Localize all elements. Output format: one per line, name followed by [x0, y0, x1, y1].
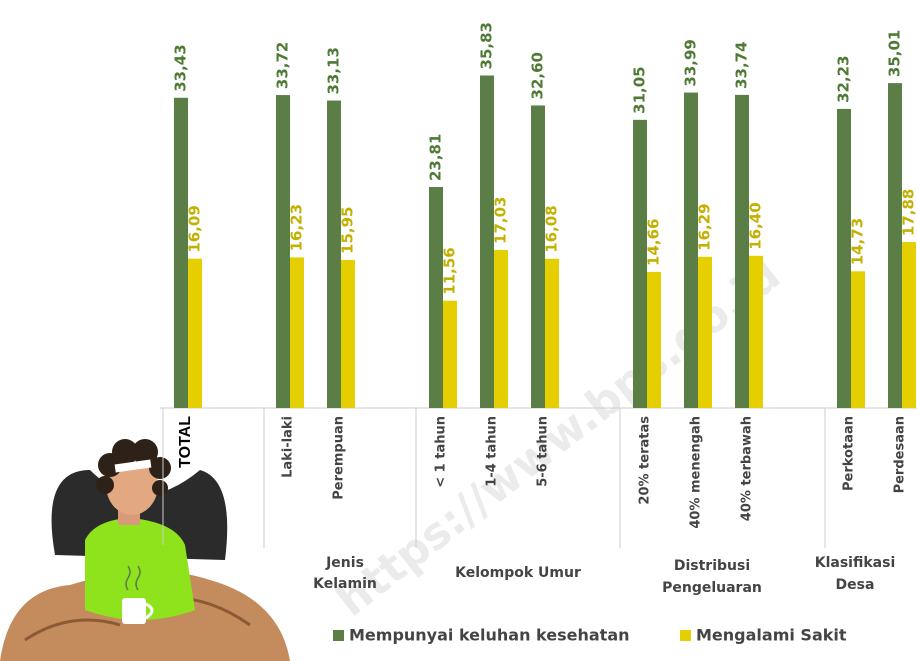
bar: [735, 95, 749, 408]
value-label: 33,74: [733, 41, 751, 88]
bar: [429, 187, 443, 408]
bar: [494, 250, 508, 408]
bar: [188, 259, 202, 408]
bar: [749, 256, 763, 408]
bar: [545, 259, 559, 408]
bar: [531, 105, 545, 408]
group-label: Pengeluaran: [662, 580, 762, 596]
value-label: 35,01: [886, 30, 904, 77]
bar: [290, 257, 304, 408]
x-tick-label: Perkotaan: [842, 416, 857, 491]
group-label: Kelompok Umur: [455, 565, 581, 581]
bar: [698, 257, 712, 408]
group-label: Desa: [836, 577, 875, 593]
value-label: 16,40: [747, 202, 765, 249]
x-tick-label: 20% teratas: [638, 416, 653, 505]
group-label: Klasifikasi: [815, 555, 896, 571]
x-tick-label: Laki-laki: [281, 416, 296, 478]
value-label: 33,43: [172, 44, 190, 91]
x-tick-label: 40% terbawah: [740, 416, 755, 521]
value-label: 16,23: [288, 204, 306, 251]
value-label: 15,95: [339, 207, 357, 254]
group-label: Jenis: [325, 555, 364, 571]
value-label: 11,56: [441, 247, 459, 294]
value-label: 16,29: [696, 203, 714, 250]
x-tick-label: Perempuan: [332, 416, 347, 500]
value-label: 33,72: [274, 42, 292, 89]
x-tick-label: TOTAL: [177, 416, 194, 468]
x-tick-label: 5-6 tahun: [536, 416, 551, 487]
value-label: 17,03: [492, 197, 510, 244]
value-label: 33,99: [682, 39, 700, 86]
bar: [341, 260, 355, 408]
value-label: 16,08: [543, 205, 561, 252]
x-tick-label: < 1 tahun: [434, 416, 449, 488]
legend-swatch: [333, 630, 344, 641]
value-label: 32,23: [835, 55, 853, 102]
group-label: Distribusi: [674, 558, 750, 574]
bar: [851, 271, 865, 408]
value-label: 14,66: [645, 219, 663, 266]
value-label: 14,73: [849, 218, 867, 265]
legend-label: Mempunyai keluhan kesehatan: [349, 626, 630, 645]
bar: [443, 301, 457, 408]
legend-label: Mengalami Sakit: [696, 626, 847, 645]
value-label: 16,09: [186, 205, 204, 252]
bar: [902, 242, 916, 408]
legend-swatch: [680, 630, 691, 641]
value-label: 31,05: [631, 66, 649, 113]
value-label: 32,60: [529, 52, 547, 99]
x-tick-label: 40% menengah: [689, 416, 704, 529]
bar: [647, 272, 661, 408]
illustration: [0, 439, 290, 661]
chart: https://www.bps.go.id 33,4333,7233,1323,…: [0, 0, 917, 661]
x-tick-label: 1-4 tahun: [485, 416, 500, 487]
x-tick-label: Perdesaan: [893, 416, 908, 493]
page: {"chart_data": {"type": "bar", "categori…: [0, 0, 917, 661]
value-label: 33,13: [325, 47, 343, 94]
group-label: Kelamin: [313, 576, 377, 592]
bar: [888, 83, 902, 408]
value-label: 35,83: [478, 22, 496, 69]
value-label: 23,81: [427, 134, 445, 181]
value-label: 17,88: [900, 189, 917, 236]
